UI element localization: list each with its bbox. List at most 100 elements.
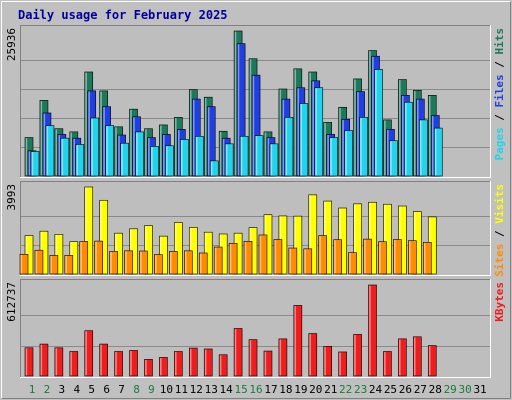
bar-kbytes-day-23 [353, 334, 362, 377]
bar-hits-day-24-hl [369, 51, 371, 176]
bar-kbytes-day-12 [188, 347, 198, 377]
bar-sites-day-26-hl [393, 240, 396, 274]
bar-hits-day-18-hl [279, 89, 282, 176]
bar-hits-day-21-hl [324, 123, 326, 176]
legend-entry-files: Files [493, 74, 506, 107]
bar-sites-day-27 [408, 240, 417, 275]
bar-files-day-20-hl [312, 81, 314, 176]
bar-files-day-24-hl [372, 56, 374, 176]
bar-sites-day-6 [94, 240, 103, 275]
day-label-11: 11 [175, 383, 188, 396]
day-label-18: 18 [279, 383, 292, 396]
bar-sites-day-11-hl [169, 252, 172, 274]
bar-kbytes-day-7-hl [115, 352, 117, 376]
bar-kbytes-day-8 [129, 350, 138, 377]
bar-pages-day-8 [135, 131, 144, 177]
bar-kbytes-day-26 [398, 338, 407, 377]
bar-kbytes-day-4 [69, 351, 79, 377]
legend-separator: / [493, 108, 506, 128]
bar-pages-day-14 [224, 143, 234, 177]
bar-sites-day-25 [378, 241, 387, 275]
bar-files-day-3-hl [58, 134, 61, 176]
bar-visits-day-20-hl [309, 195, 311, 274]
bar-kbytes-day-2-hl [40, 344, 43, 376]
bar-kbytes-day-14-hl [219, 355, 222, 376]
bar-visits-day-11 [174, 222, 183, 275]
bar-sites-day-2 [34, 249, 44, 275]
bar-files-day-2-hl [43, 113, 46, 176]
bar-pages-day-27-hl [419, 120, 422, 176]
bar-pages-day-18-hl [285, 117, 288, 176]
bar-hits-day-8-hl [130, 109, 132, 176]
bar-pages-day-9 [150, 146, 159, 177]
bar-hits-day-12-hl [189, 90, 192, 176]
bar-kbytes-day-21-hl [324, 346, 326, 376]
bar-files-day-10-hl [163, 134, 165, 176]
legend-entry-kbytes: KBytes [493, 282, 506, 322]
legend-entry-sites: Sites [493, 244, 506, 277]
bar-sites-day-17-hl [259, 235, 262, 274]
bar-kbytes-day-6-hl [100, 344, 102, 376]
bar-pages-day-5-hl [91, 118, 93, 176]
bar-sites-day-18 [273, 239, 283, 275]
bar-hits-day-2-hl [40, 100, 43, 176]
bar-pages-day-2 [45, 125, 55, 177]
bar-pages-day-11 [180, 139, 189, 177]
bar-files-day-27-hl [416, 99, 419, 176]
day-label-25: 25 [384, 383, 397, 396]
bar-kbytes-day-13 [203, 348, 213, 377]
bar-sites-day-7 [109, 251, 118, 275]
bar-pages-day-1-hl [31, 152, 34, 176]
panel-2-max-label: 3993 [5, 184, 18, 211]
bar-sites-day-4-hl [65, 255, 68, 274]
bar-visits-day-6 [99, 199, 108, 275]
bar-sites-day-23 [348, 252, 357, 275]
day-label-23: 23 [354, 383, 367, 396]
bar-sites-day-16 [243, 241, 253, 275]
bar-sites-day-19-hl [289, 248, 292, 274]
day-label-21: 21 [324, 383, 337, 396]
bar-sites-day-9 [139, 250, 148, 275]
day-label-1: 1 [29, 383, 36, 396]
bar-pages-day-9-hl [151, 146, 153, 176]
bar-visits-day-24 [368, 201, 377, 275]
legend-entry-visits: Visits [493, 184, 506, 224]
bar-visits-day-6-hl [100, 200, 102, 274]
bar-pages-day-10-hl [166, 146, 168, 176]
bar-sites-day-27-hl [408, 241, 411, 274]
bar-hits-day-7-hl [115, 127, 117, 176]
day-label-20: 20 [309, 383, 322, 396]
bar-pages-day-7 [120, 142, 129, 177]
panel-1-legend: Pages / Files / Hits [493, 28, 506, 161]
bar-sites-day-14 [213, 246, 223, 275]
bar-pages-day-23-hl [360, 117, 362, 176]
bar-kbytes-day-2 [39, 343, 49, 377]
bar-visits-day-19-hl [294, 216, 297, 274]
day-label-6: 6 [103, 383, 110, 396]
bar-visits-day-9 [144, 225, 153, 275]
bar-visits-day-3 [54, 234, 64, 275]
chart-title: Daily usage for February 2025 [18, 8, 228, 22]
bar-files-day-19-hl [297, 88, 300, 176]
panel-1-max-label: 25936 [5, 28, 18, 61]
bar-files-day-6-hl [103, 107, 105, 176]
bar-hits-day-9-hl [145, 129, 147, 176]
bar-hits-day-20-hl [309, 72, 311, 176]
bar-kbytes-day-16 [248, 339, 258, 377]
bar-files-day-8-hl [133, 117, 135, 176]
bar-kbytes-day-15 [233, 328, 243, 377]
bar-sites-day-19 [288, 247, 298, 275]
bar-sites-day-18-hl [274, 240, 277, 274]
bar-sites-day-8-hl [125, 251, 127, 274]
bar-visits-day-25-hl [384, 204, 386, 274]
bar-pages-day-5 [90, 117, 100, 177]
bar-hits-day-6-hl [100, 91, 102, 176]
bar-hits-day-27-hl [413, 90, 416, 176]
bar-hits-day-11-hl [174, 117, 177, 176]
bar-kbytes-day-1-hl [25, 348, 28, 376]
day-label-26: 26 [399, 383, 412, 396]
bar-pages-day-20-hl [315, 88, 317, 176]
bar-sites-day-8 [124, 250, 133, 275]
bar-files-day-9-hl [148, 138, 150, 176]
bar-files-day-18-hl [282, 99, 285, 176]
